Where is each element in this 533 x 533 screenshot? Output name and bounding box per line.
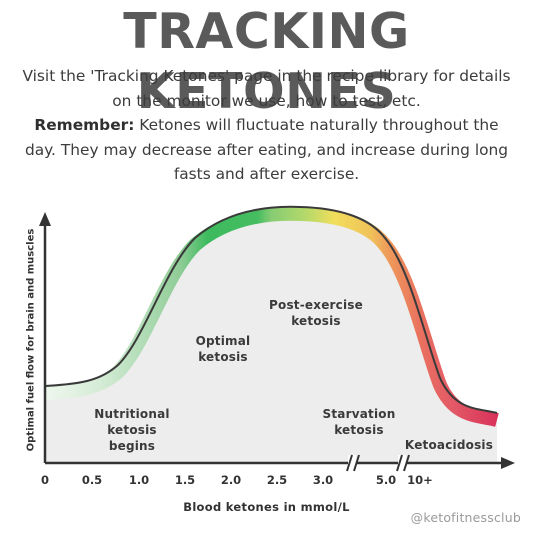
intro-line: day. They may decrease after eating, and… — [24, 140, 509, 159]
remember-text: Ketones will fluctuate naturally through… — [139, 116, 499, 134]
zone-label-line: ketosis — [291, 314, 341, 328]
curve-band — [44, 206, 499, 427]
y-axis-label: Optimal fuel flow for brain and muscles — [25, 228, 37, 452]
curve-area — [45, 213, 497, 463]
zone-label-optimal-ketosis: Optimal ketosis — [183, 333, 263, 365]
zone-label-line: Nutritional — [94, 407, 170, 421]
remember-label: Remember: — [34, 116, 135, 134]
zone-label-line: Starvation — [322, 407, 396, 421]
x-tick-label: 5.0 — [375, 473, 397, 487]
zone-label-line: Post-exercise — [269, 298, 363, 312]
zone-label-line: ketosis — [107, 423, 157, 437]
intro-text: Visit the 'Tracking Ketones' page in the… — [10, 64, 523, 187]
x-tick-label: 1.0 — [128, 473, 150, 487]
zone-label-nutritional-ketosis: Nutritional ketosis begins — [84, 406, 180, 454]
zone-label-line: ketosis — [198, 350, 248, 364]
x-tick-label: 0.5 — [81, 473, 103, 487]
intro-line: fasts and after exercise. — [173, 165, 360, 183]
zone-label-line: Optimal — [195, 334, 251, 348]
curve-outline — [44, 205, 498, 414]
intro-line: Remember: Ketones will fluctuate natural… — [10, 113, 523, 138]
x-tick-label: 1.5 — [174, 473, 196, 487]
intro-line: Visit the 'Tracking Ketones' page in the… — [22, 67, 511, 85]
intro-line: on the monitor we use, how to test, etc. — [112, 91, 421, 110]
axis-break-2 — [396, 454, 410, 472]
zone-label-line: Ketoacidosis — [404, 438, 494, 452]
x-axis-arrow — [501, 457, 515, 469]
x-tick-label: 0 — [40, 473, 50, 487]
x-tick-label: 3.0 — [312, 473, 334, 487]
axis-break-1 — [346, 454, 360, 472]
zone-label-starvation-ketosis: Starvation ketosis — [314, 406, 404, 438]
zone-label-ketoacidosis: Ketoacidosis — [400, 437, 498, 453]
x-tick-label: 10+ — [407, 473, 433, 487]
social-handle: @ketofitnessclub — [410, 510, 521, 525]
page-title: TRACKING KETONES — [123, 3, 410, 120]
zone-label-line: begins — [108, 439, 156, 453]
y-axis-arrow — [39, 212, 51, 226]
x-axis-label: Blood ketones in mmol/L — [183, 500, 350, 514]
x-tick-label: 2.0 — [220, 473, 242, 487]
zone-label-line: ketosis — [334, 423, 384, 437]
x-tick-label: 2.5 — [266, 473, 288, 487]
zone-label-post-exercise-ketosis: Post-exercise ketosis — [266, 297, 366, 329]
